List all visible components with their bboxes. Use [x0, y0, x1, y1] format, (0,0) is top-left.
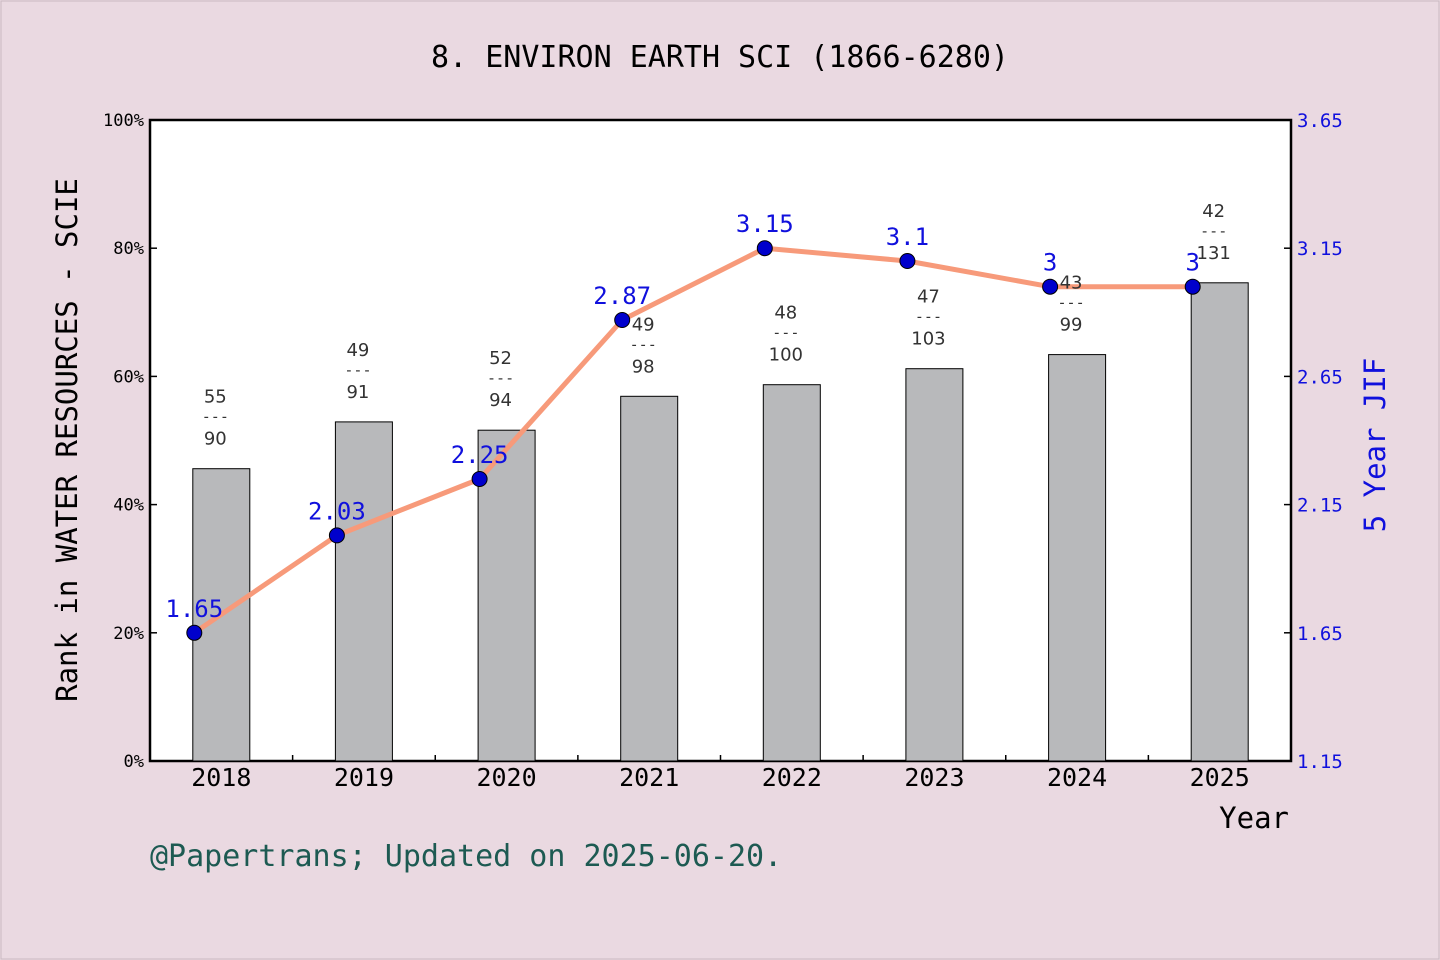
y2-tick-3.65: 3.65: [1297, 110, 1343, 132]
y-tick-20%: 20%: [113, 624, 144, 644]
total-label-2025: 131: [1197, 243, 1231, 264]
y2-tick-3.15: 3.15: [1297, 238, 1343, 260]
jif-point-2018: [186, 624, 203, 641]
y-tick-40%: 40%: [113, 496, 144, 516]
y2-tick-1.15: 1.15: [1297, 751, 1343, 773]
jif-point-2025: [1184, 278, 1201, 295]
jif-line-layer: [186, 240, 1201, 641]
x-tick-2019: 2019: [334, 763, 394, 792]
rank-divider-2024: ---: [1058, 294, 1085, 312]
bar-2024: [1048, 354, 1107, 762]
x-tick-2023: 2023: [904, 763, 964, 792]
plot-area: [148, 118, 1293, 763]
footer-credit: @Papertrans; Updated on 2025-06-20.: [150, 839, 782, 874]
y2-axis-label: 5 Year JIF: [1358, 358, 1392, 533]
x-tick-2025: 2025: [1190, 763, 1250, 792]
bar-2025: [1190, 282, 1249, 762]
rank-divider-2018: ---: [202, 408, 229, 426]
total-label-2023: 103: [911, 329, 945, 350]
rank-label-2023: 47: [917, 287, 940, 308]
rank-divider-2022: ---: [772, 324, 799, 342]
jif-point-2019: [328, 527, 345, 544]
jif-label-2019: 2.03: [308, 497, 366, 525]
x-axis-label: Year: [1219, 801, 1289, 835]
jif-point-2021: [614, 312, 631, 328]
jif-label-2022: 3.15: [736, 210, 794, 238]
y-tick-0%: 0%: [124, 752, 144, 772]
rank-divider-2019: ---: [344, 361, 371, 379]
axes-layer: 0% 20% 40% 60% 80% 100% 1.15 1.65 2.15 2.65 3.15 3.…: [103, 110, 1343, 792]
y2-tick-1.65: 1.65: [1297, 623, 1343, 645]
chart-title: 8. ENVIRON EARTH SCI (1866-6280): [431, 40, 1009, 75]
total-label-2020: 94: [489, 390, 512, 411]
total-label-2022: 100: [769, 345, 803, 366]
rank-label-2018: 55: [204, 387, 227, 408]
rank-divider-2025: ---: [1200, 222, 1227, 240]
y-axis-label: Rank in WATER RESOURCES - SCIE: [50, 178, 84, 702]
total-label-2018: 90: [204, 429, 227, 450]
jif-line: [191, 245, 1196, 636]
bar-2021: [620, 395, 679, 762]
jif-label-2025: 3: [1185, 249, 1199, 277]
y-tick-60%: 60%: [113, 367, 144, 387]
jif-label-2024: 3: [1043, 249, 1057, 277]
labels-layer: 55---9049---9152---9449---9848---10047--…: [165, 201, 1230, 623]
rank-divider-2021: ---: [630, 335, 657, 353]
total-label-2021: 98: [632, 356, 655, 377]
y2-tick-2.15: 2.15: [1297, 495, 1343, 517]
jif-label-2023: 3.1: [886, 223, 929, 251]
rank-label-2020: 52: [489, 348, 512, 369]
jif-label-2020: 2.25: [451, 441, 509, 469]
rank-label-2021: 49: [632, 314, 655, 335]
rank-divider-2020: ---: [487, 369, 514, 387]
rank-label-2019: 49: [346, 340, 369, 361]
rank-label-2024: 43: [1060, 273, 1083, 294]
y-tick-80%: 80%: [113, 239, 144, 259]
bar-2019: [334, 421, 393, 762]
rank-label-2025: 42: [1202, 201, 1225, 222]
total-label-2024: 99: [1060, 315, 1083, 336]
x-tick-2021: 2021: [619, 763, 679, 792]
y2-tick-2.65: 2.65: [1297, 366, 1343, 388]
bar-2022: [762, 384, 821, 762]
x-tick-2020: 2020: [476, 763, 536, 792]
x-tick-2022: 2022: [762, 763, 822, 792]
bars-layer: [192, 282, 1249, 762]
total-label-2019: 91: [346, 382, 369, 403]
jif-point-2023: [899, 253, 916, 269]
jif-point-2022: [756, 240, 773, 257]
y-tick-100%: 100%: [103, 111, 144, 131]
jif-point-2024: [1042, 278, 1059, 295]
x-tick-2018: 2018: [191, 763, 251, 792]
x-tick-2024: 2024: [1047, 763, 1107, 792]
jif-label-2018: 1.65: [165, 595, 223, 623]
bar-2023: [905, 368, 964, 762]
rank-label-2022: 48: [774, 303, 797, 324]
bar-2020: [477, 429, 536, 762]
jif-label-2021: 2.87: [593, 282, 651, 310]
rank-divider-2023: ---: [915, 308, 942, 326]
jif-point-2020: [471, 471, 488, 487]
